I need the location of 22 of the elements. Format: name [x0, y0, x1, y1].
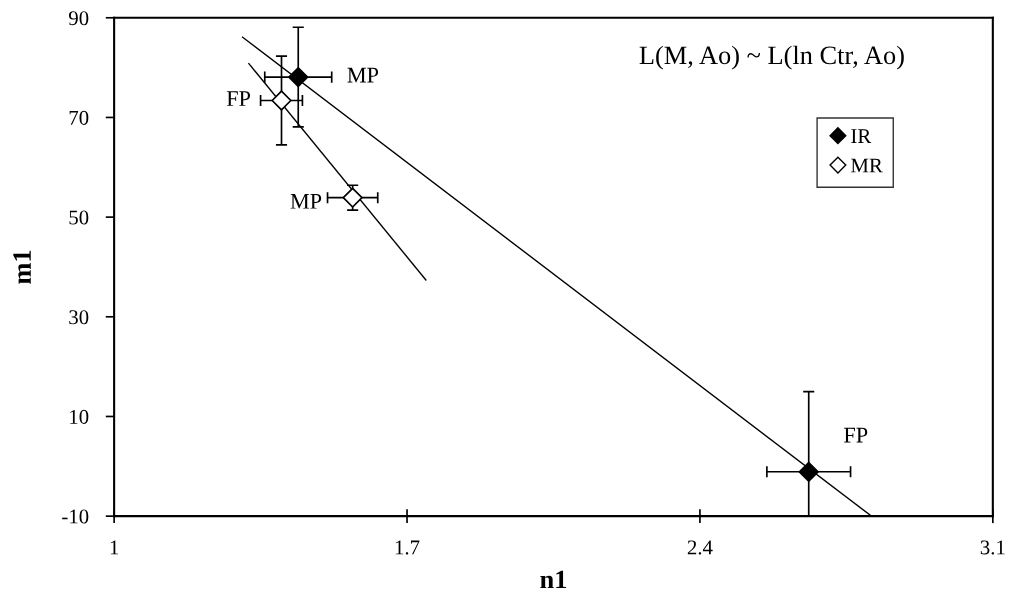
- annotation: MP: [290, 194, 322, 209]
- y-tick-label: 90: [68, 11, 89, 26]
- point: [288, 66, 309, 88]
- x-tick-label: 3.1: [980, 540, 1005, 555]
- y-tick-label: -10: [62, 509, 89, 524]
- x-tick-label: 2.4: [687, 540, 713, 555]
- point: [271, 90, 292, 111]
- annotation: MP: [347, 67, 379, 83]
- annotation: FP: [226, 91, 251, 106]
- annotation: FP: [844, 427, 868, 443]
- annotation: L(M, Ao) ~ L(ln Ctr, Ao): [639, 45, 904, 70]
- x-axis-title: n1: [540, 570, 567, 589]
- x-tick-label: 1: [110, 540, 119, 555]
- y-tick-label: 30: [69, 310, 89, 325]
- y-tick-label: 50: [69, 210, 89, 225]
- y-tick-label: 70: [69, 110, 89, 125]
- legend-label: MR: [851, 158, 883, 173]
- x-tick-label: 1.7: [395, 540, 420, 555]
- point: [798, 461, 819, 482]
- y-tick-label: 10: [70, 409, 89, 424]
- legend-label: IR: [851, 129, 872, 143]
- y-axis-title: m1: [13, 250, 31, 284]
